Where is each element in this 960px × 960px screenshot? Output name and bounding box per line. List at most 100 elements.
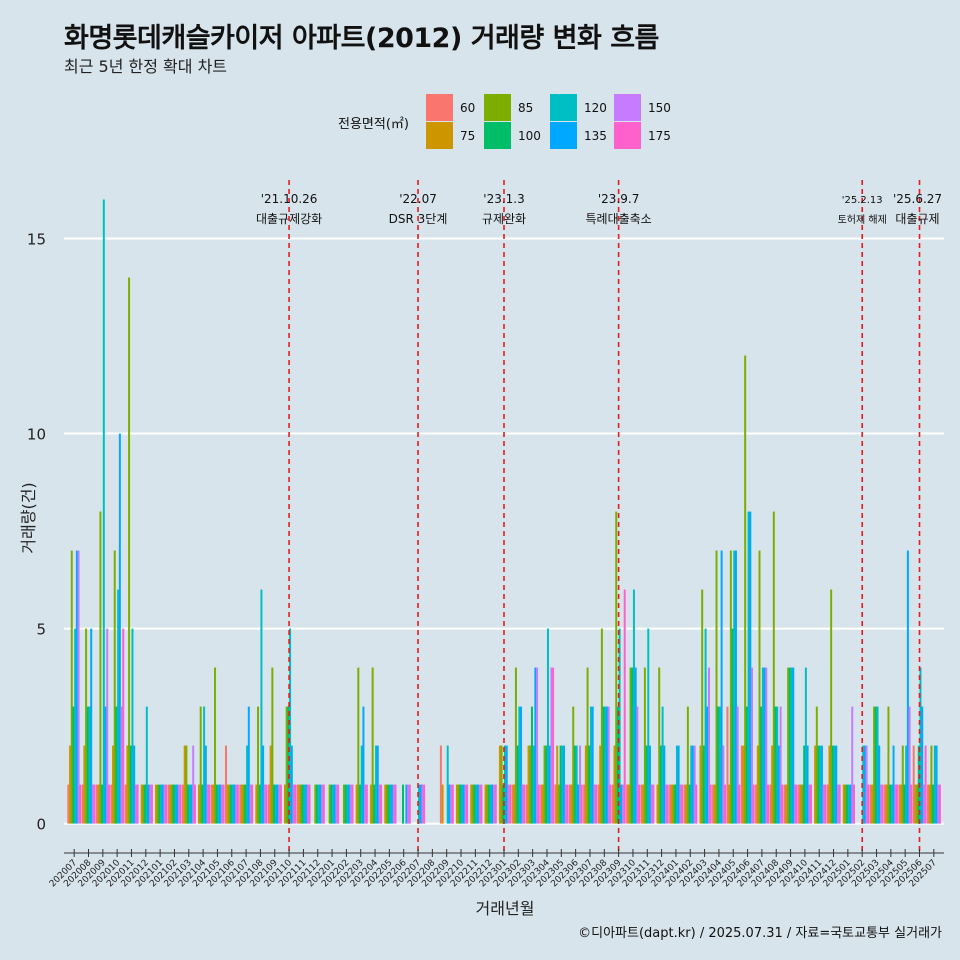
bar-202108-100: [258, 784, 261, 824]
bar-202010-100: [115, 706, 118, 824]
bar-202501-85: [844, 784, 847, 824]
bar-202212-150: [493, 784, 496, 824]
bar-202010-150: [120, 706, 123, 824]
bar-202011-60: [124, 784, 127, 824]
bar-202401-60: [669, 784, 672, 824]
annotation-text: 규제완화: [482, 212, 526, 226]
bar-202204-120: [375, 745, 378, 824]
bar-202111-75: [298, 784, 301, 824]
bar-202507-120: [933, 745, 936, 824]
legend-swatch-100: [484, 122, 511, 149]
bar-202407-175: [767, 784, 770, 824]
bar-202410-135: [806, 745, 809, 824]
bar-202212-120: [489, 784, 492, 824]
bar-202010-60: [110, 784, 113, 824]
bar-202105-60: [210, 784, 213, 824]
bar-202402-135: [691, 745, 694, 824]
bar-202409-175: [795, 784, 798, 824]
bar-202504-120: [890, 784, 893, 824]
bar-202410-75: [799, 784, 802, 824]
bar-202403-85: [701, 589, 704, 824]
legend-swatch-75: [426, 122, 453, 149]
bar-202304-150: [550, 667, 553, 824]
bar-202412-150: [836, 784, 839, 824]
bar-202104-85: [199, 706, 202, 824]
bar-202205-120: [389, 784, 392, 824]
bar-202301-85: [500, 745, 503, 824]
bar-202505-150: [908, 706, 911, 824]
bar-202101-85: [156, 784, 159, 824]
bar-202212-85: [486, 784, 489, 824]
bar-202406-175: [752, 784, 755, 824]
bar-202102-75: [169, 784, 172, 824]
bar-202205-150: [392, 784, 395, 824]
bar-202303-120: [532, 745, 535, 824]
annotation-text: DSR 3단계: [389, 212, 448, 226]
bar-202504-75: [885, 784, 888, 824]
bar-202008-175: [93, 784, 96, 824]
bar-202302-120: [518, 706, 521, 824]
annotation-date: '23.1.3: [483, 192, 524, 206]
bar-202308-120: [604, 706, 607, 824]
annotation-date: '25.2.13: [842, 195, 883, 206]
bar-202307-85: [586, 667, 589, 824]
bars-layer: [67, 199, 941, 824]
bar-202201-100: [330, 784, 333, 824]
bar-202008-120: [88, 706, 91, 824]
legend-swatch-150: [614, 94, 641, 121]
bar-202412-135: [835, 745, 838, 824]
bar-202107-120: [246, 745, 249, 824]
bar-202503-85: [873, 706, 876, 824]
annotation-date: '23.9.7: [598, 192, 639, 206]
bar-202401-120: [675, 745, 678, 824]
bar-202204-135: [376, 745, 379, 824]
legend-label-120: 120: [584, 101, 607, 115]
legend-label-150: 150: [648, 101, 671, 115]
bar-202205-75: [384, 784, 387, 824]
bar-202012-120: [145, 706, 148, 824]
bar-202407-60: [755, 784, 758, 824]
bar-202301-135: [505, 745, 508, 824]
bar-202109-135: [276, 784, 279, 824]
bar-202408-120: [776, 706, 779, 824]
bar-202203-75: [355, 784, 358, 824]
bar-202103-60: [181, 784, 184, 824]
bar-202304-120: [546, 628, 549, 824]
bar-202209-60: [439, 745, 442, 824]
bar-202202-175: [351, 784, 354, 824]
bar-202110-150: [292, 784, 295, 824]
bar-202108-175: [265, 784, 268, 824]
bar-202105-85: [214, 667, 217, 824]
bar-202207-135: [419, 784, 422, 824]
bar-202407-85: [758, 550, 761, 824]
bar-202102-175: [179, 784, 182, 824]
bar-202111-135: [305, 784, 308, 824]
bar-202308-100: [602, 706, 605, 824]
bar-202502-135: [863, 745, 866, 824]
bar-202403-120: [704, 628, 707, 824]
bar-202111-120: [303, 784, 306, 824]
bar-202507-135: [935, 745, 938, 824]
bar-202505-135: [906, 550, 909, 824]
bar-202507-175: [938, 784, 941, 824]
bar-202209-150: [450, 784, 453, 824]
bar-202405-60: [726, 706, 729, 824]
bar-202304-85: [543, 745, 546, 824]
bar-202106-120: [231, 784, 234, 824]
annotation-text: 대출규제강화: [256, 212, 322, 226]
bar-202012-150: [149, 784, 152, 824]
bar-202103-150: [192, 745, 195, 824]
bar-202101-120: [160, 784, 163, 824]
bar-202505-100: [903, 784, 906, 824]
legend-swatch-60: [426, 94, 453, 121]
bar-202107-175: [251, 784, 254, 824]
bar-202408-85: [772, 511, 775, 824]
legend-swatch-120: [550, 94, 577, 121]
bar-202507-150: [937, 784, 940, 824]
bar-202211-120: [475, 784, 478, 824]
bar-202505-175: [910, 784, 913, 824]
bar-202502-120: [862, 745, 865, 824]
bar-202504-175: [895, 784, 898, 824]
bar-202401-75: [670, 784, 673, 824]
bar-202108-150: [263, 784, 266, 824]
